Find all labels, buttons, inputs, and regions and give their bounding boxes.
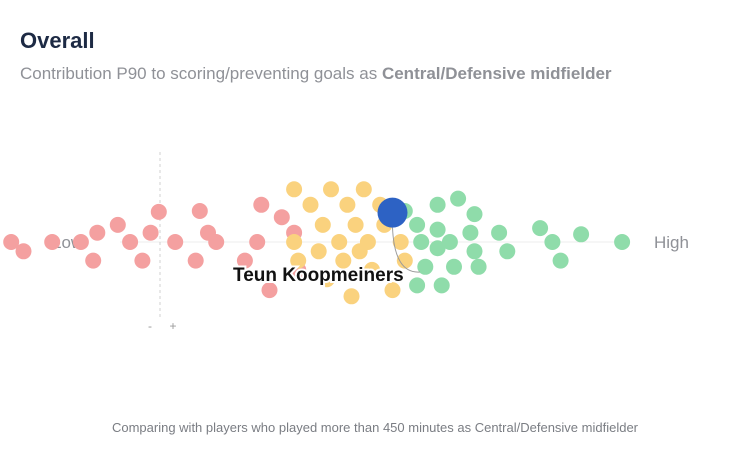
player-dot[interactable] [544, 234, 561, 250]
player-dot[interactable] [302, 196, 319, 213]
player-dot[interactable] [499, 243, 516, 260]
player-dot[interactable] [187, 252, 204, 269]
player-dot[interactable] [339, 196, 356, 213]
player-dot[interactable] [150, 203, 167, 220]
player-dot[interactable] [491, 224, 508, 241]
player-dots [3, 181, 631, 305]
player-dot[interactable] [208, 234, 225, 250]
player-dot[interactable] [142, 224, 159, 241]
player-dot[interactable] [466, 243, 483, 260]
player-dot[interactable] [417, 258, 434, 275]
player-dot[interactable] [253, 196, 270, 213]
player-dot[interactable] [446, 258, 462, 275]
player-dot[interactable] [249, 234, 266, 250]
player-dot[interactable] [134, 252, 151, 269]
player-dot[interactable] [614, 234, 631, 250]
chart-subtitle: Contribution P90 to scoring/preventing g… [20, 64, 612, 84]
player-dot[interactable] [3, 234, 20, 250]
player-dot[interactable] [392, 234, 409, 250]
player-dot[interactable] [441, 234, 458, 250]
player-dot[interactable] [466, 206, 483, 223]
player-dot[interactable] [433, 277, 450, 294]
player-dot[interactable] [359, 234, 376, 250]
player-dot[interactable] [384, 282, 401, 299]
player-dot[interactable] [15, 243, 32, 260]
player-dot[interactable] [44, 234, 61, 250]
player-dot[interactable] [335, 252, 352, 269]
player-dot[interactable] [191, 203, 208, 219]
player-dot[interactable] [462, 224, 479, 241]
high-label: High [654, 233, 689, 252]
player-dot[interactable] [364, 261, 380, 278]
player-dot[interactable] [470, 258, 487, 275]
player-dot[interactable] [314, 216, 331, 233]
player-dot[interactable] [409, 216, 426, 233]
player-dot[interactable] [273, 209, 290, 226]
highlight-player-label: Teun Koopmeiners [233, 265, 404, 286]
player-dot[interactable] [396, 252, 413, 269]
player-dot[interactable] [167, 234, 184, 250]
player-dot[interactable] [331, 234, 348, 250]
reference-plus-label: + [169, 319, 176, 333]
player-dot[interactable] [429, 221, 446, 238]
chart-title: Overall [20, 28, 95, 53]
chart-footnote: Comparing with players who played more t… [111, 420, 639, 435]
player-dot[interactable] [429, 196, 446, 213]
player-dot[interactable] [286, 181, 303, 198]
player-dot[interactable] [109, 216, 126, 233]
player-dot[interactable] [85, 252, 102, 269]
player-dot[interactable] [532, 220, 549, 237]
player-dot[interactable] [290, 252, 307, 269]
player-dot[interactable] [261, 282, 278, 299]
player-dot[interactable] [72, 234, 89, 250]
player-dot[interactable] [355, 181, 372, 198]
reference-minus-label: - [148, 319, 152, 333]
player-dot[interactable] [236, 252, 253, 269]
player-dot[interactable] [429, 240, 446, 257]
player-dot[interactable] [347, 216, 364, 233]
subtitle-position: Central/Defensive midfielder [381, 64, 612, 83]
player-dot[interactable] [552, 252, 569, 269]
player-dot[interactable] [323, 181, 339, 198]
player-dot[interactable] [573, 226, 590, 243]
player-dot[interactable] [413, 234, 430, 250]
highlight-dot[interactable] [377, 197, 408, 228]
highlight-leader-line [392, 227, 421, 273]
player-dot[interactable] [286, 234, 303, 250]
player-dot[interactable] [343, 288, 360, 305]
player-dot[interactable] [318, 271, 335, 288]
player-dot[interactable] [122, 234, 139, 250]
player-dot[interactable] [450, 190, 467, 207]
player-dot[interactable] [409, 277, 426, 294]
subtitle-prefix: Contribution P90 to scoring/preventing g… [20, 64, 382, 83]
player-dot[interactable] [310, 243, 327, 260]
player-dot[interactable] [89, 224, 106, 241]
